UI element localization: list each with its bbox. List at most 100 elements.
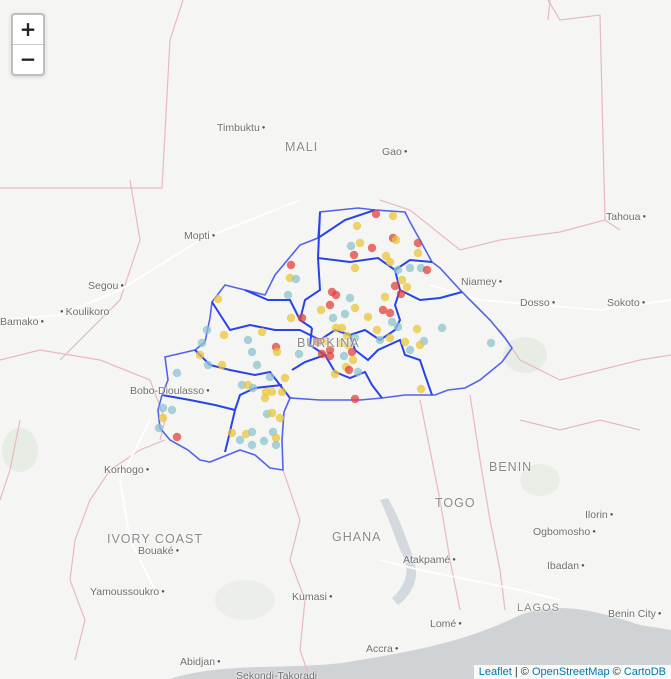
data-marker[interactable] [267, 387, 277, 397]
data-marker[interactable] [337, 323, 347, 333]
data-marker[interactable] [213, 294, 223, 304]
data-marker[interactable] [381, 251, 391, 261]
data-marker[interactable] [353, 367, 363, 377]
data-marker[interactable] [400, 337, 410, 347]
osm-link[interactable]: OpenStreetMap [531, 666, 610, 678]
data-marker[interactable] [321, 336, 331, 346]
data-marker[interactable] [397, 275, 407, 285]
data-marker[interactable] [391, 235, 401, 245]
data-marker[interactable] [219, 330, 229, 340]
data-marker[interactable] [237, 380, 247, 390]
data-marker[interactable] [363, 312, 373, 322]
data-marker[interactable] [277, 387, 287, 397]
data-marker[interactable] [158, 413, 168, 423]
data-marker[interactable] [350, 303, 360, 313]
data-marker[interactable] [343, 340, 353, 350]
data-marker[interactable] [405, 345, 415, 355]
data-marker[interactable] [202, 325, 212, 335]
data-marker[interactable] [413, 238, 423, 248]
data-marker[interactable] [325, 300, 335, 310]
data-marker[interactable] [330, 369, 340, 379]
data-marker[interactable] [415, 340, 425, 350]
data-marker[interactable] [291, 274, 301, 284]
data-marker[interactable] [267, 408, 277, 418]
data-marker[interactable] [271, 433, 281, 443]
data-marker[interactable] [243, 335, 253, 345]
data-marker[interactable] [172, 432, 182, 442]
data-marker[interactable] [402, 282, 412, 292]
data-marker[interactable] [355, 238, 365, 248]
data-marker[interactable] [340, 309, 350, 319]
data-marker[interactable] [328, 313, 338, 323]
data-marker[interactable] [227, 428, 237, 438]
data-marker[interactable] [387, 317, 397, 327]
data-marker[interactable] [280, 373, 290, 383]
data-marker[interactable] [344, 365, 354, 375]
data-marker[interactable] [405, 263, 415, 273]
data-marker[interactable] [342, 331, 352, 341]
zoom-out-button[interactable]: − [13, 44, 43, 74]
data-marker[interactable] [339, 351, 349, 361]
data-marker[interactable] [297, 313, 307, 323]
data-marker[interactable] [393, 322, 403, 332]
data-marker[interactable] [350, 394, 360, 404]
data-marker[interactable] [352, 221, 362, 231]
data-marker[interactable] [412, 324, 422, 334]
data-marker[interactable] [259, 436, 269, 446]
data-marker[interactable] [235, 435, 245, 445]
data-marker[interactable] [346, 241, 356, 251]
data-marker[interactable] [385, 257, 395, 267]
data-marker[interactable] [331, 323, 341, 333]
data-marker[interactable] [331, 290, 341, 300]
data-marker[interactable] [325, 351, 335, 361]
data-marker[interactable] [286, 260, 296, 270]
data-marker[interactable] [350, 263, 360, 273]
data-marker[interactable] [158, 403, 168, 413]
data-marker[interactable] [486, 338, 496, 348]
data-marker[interactable] [247, 347, 257, 357]
data-marker[interactable] [217, 360, 227, 370]
data-marker[interactable] [372, 325, 382, 335]
data-marker[interactable] [413, 248, 423, 258]
data-marker[interactable] [350, 333, 360, 343]
data-marker[interactable] [422, 265, 432, 275]
data-marker[interactable] [380, 292, 390, 302]
data-marker[interactable] [257, 327, 267, 337]
data-marker[interactable] [154, 423, 164, 433]
data-marker[interactable] [197, 338, 207, 348]
data-marker[interactable] [272, 347, 282, 357]
data-marker[interactable] [248, 383, 258, 393]
data-marker[interactable] [349, 250, 359, 260]
data-marker[interactable] [388, 211, 398, 221]
data-marker[interactable] [294, 349, 304, 359]
data-marker[interactable] [195, 350, 205, 360]
data-marker[interactable] [167, 405, 177, 415]
zoom-in-button[interactable]: + [19, 17, 37, 41]
data-marker[interactable] [325, 345, 335, 355]
data-marker[interactable] [336, 338, 346, 348]
data-marker[interactable] [378, 305, 388, 315]
data-marker[interactable] [260, 393, 270, 403]
data-marker[interactable] [416, 384, 426, 394]
data-marker[interactable] [385, 333, 395, 343]
data-marker[interactable] [252, 360, 262, 370]
data-marker[interactable] [247, 427, 257, 437]
data-marker[interactable] [348, 355, 358, 365]
data-marker[interactable] [203, 360, 213, 370]
data-marker[interactable] [172, 368, 182, 378]
data-marker[interactable] [367, 243, 377, 253]
data-marker[interactable] [396, 289, 406, 299]
data-marker[interactable] [286, 313, 296, 323]
data-marker[interactable] [375, 335, 385, 345]
data-marker[interactable] [345, 293, 355, 303]
data-marker[interactable] [317, 349, 327, 359]
data-marker[interactable] [393, 265, 403, 275]
data-marker[interactable] [275, 413, 285, 423]
data-marker[interactable] [390, 281, 400, 291]
data-marker[interactable] [283, 290, 293, 300]
data-marker[interactable] [437, 323, 447, 333]
leaflet-link[interactable]: Leaflet [478, 666, 512, 678]
carto-link[interactable]: CartoDB [623, 666, 666, 678]
data-marker[interactable] [271, 440, 281, 450]
